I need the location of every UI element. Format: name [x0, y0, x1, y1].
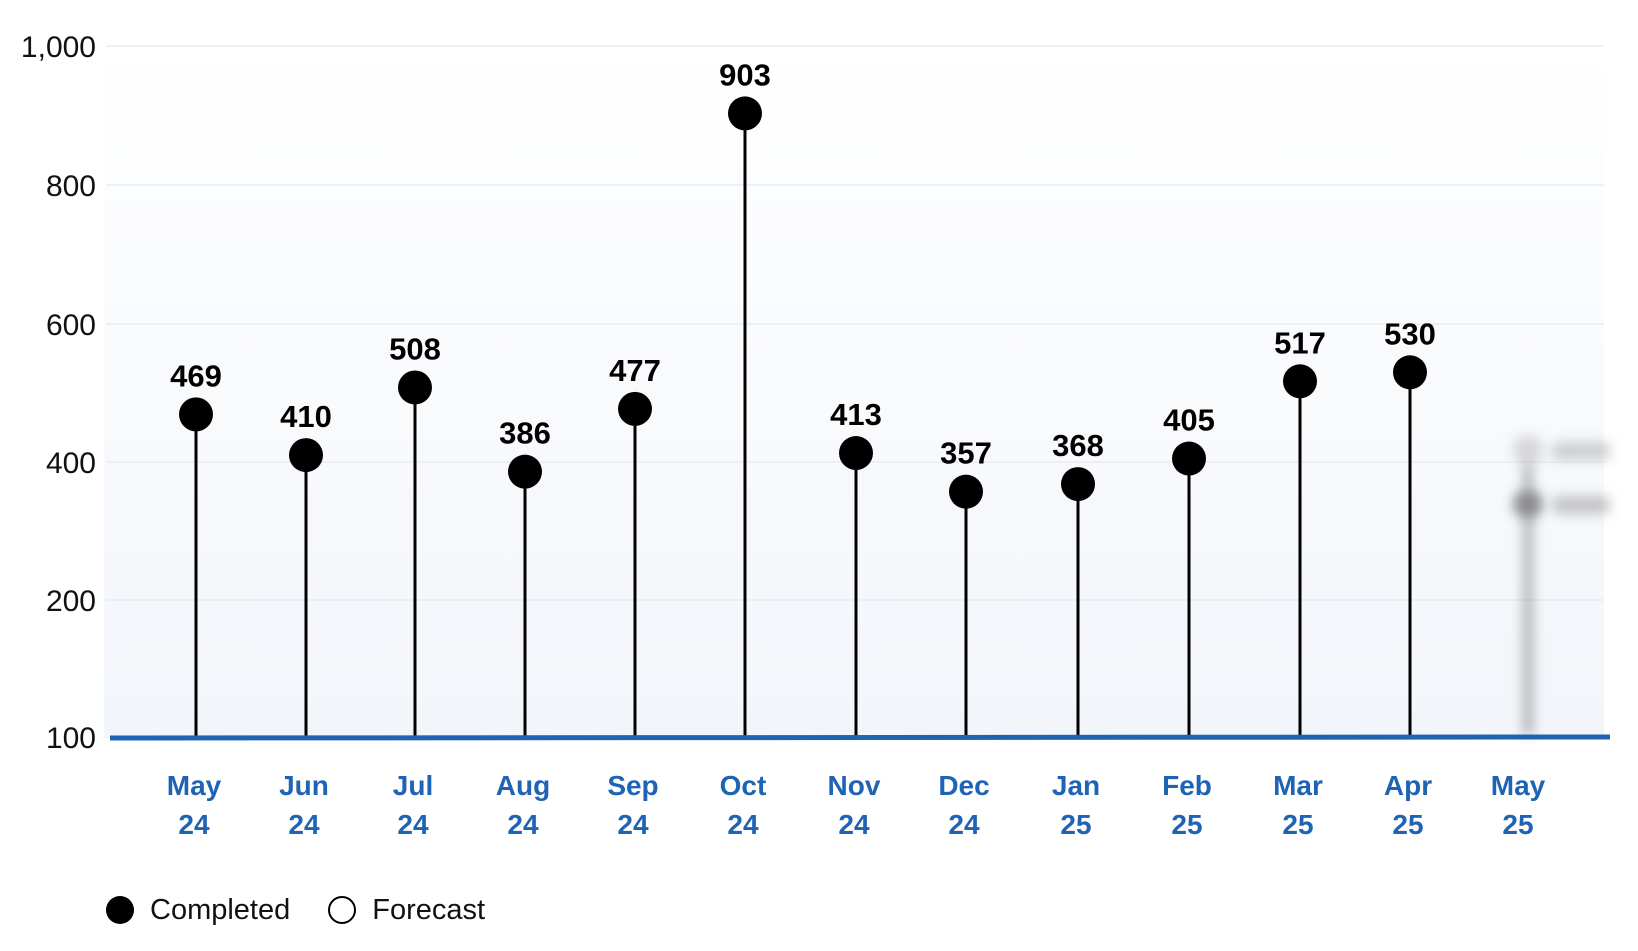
stems	[194, 113, 1412, 737]
legend: Completed Forecast	[106, 890, 523, 930]
x-tick-year: 24	[507, 809, 539, 840]
y-axis-ticks: 1,000 800 600 400 200 100	[21, 31, 96, 755]
data-point	[618, 391, 652, 426]
x-tick-month: Sep	[607, 770, 658, 801]
x-tick-month: Apr	[1384, 770, 1432, 801]
data-point	[508, 454, 542, 489]
y-tick-label: 400	[46, 447, 96, 480]
data-label: 405	[1163, 403, 1215, 438]
data-point	[728, 96, 762, 131]
x-axis-ticks: May 24 Jun 24 Jul 24 Aug 24 Sep 24 Oct 24 Nov 24 Dec 24…	[167, 770, 1546, 840]
data-point	[1172, 441, 1206, 476]
legend-label-forecast: Forecast	[372, 893, 486, 926]
data-point	[398, 370, 432, 405]
filled-circle-icon	[106, 896, 134, 924]
y-tick-label: 800	[46, 170, 96, 203]
data-label: 903	[719, 57, 771, 92]
x-tick-month: Jul	[393, 770, 433, 801]
y-tick-label: 200	[46, 585, 96, 618]
data-point	[179, 397, 213, 432]
x-tick-year: 24	[397, 809, 429, 840]
data-label: 413	[830, 397, 882, 432]
y-tick-label: 100	[46, 722, 96, 755]
data-point	[839, 436, 873, 471]
x-tick-month: Oct	[720, 770, 767, 801]
blurred-forecast-point	[1513, 435, 1610, 735]
data-label: 508	[389, 331, 441, 366]
data-label: 517	[1274, 325, 1326, 360]
x-tick-year: 25	[1282, 809, 1313, 840]
x-tick-year: 25	[1060, 809, 1091, 840]
x-tick-month: Jan	[1052, 770, 1100, 801]
data-label: 469	[170, 358, 222, 393]
data-label: 477	[609, 353, 661, 388]
data-point	[289, 438, 323, 473]
data-label: 368	[1052, 428, 1104, 463]
x-tick-month: May	[167, 770, 222, 801]
x-tick-year: 24	[727, 809, 759, 840]
data-label: 530	[1384, 316, 1436, 351]
x-tick-year: 25	[1502, 809, 1533, 840]
data-labels: 469 410 508 386 477 903 413 357 368 405 517 530	[170, 57, 1436, 470]
x-tick-month: Mar	[1273, 770, 1323, 801]
y-tick-label: 1,000	[21, 31, 96, 64]
data-label: 386	[499, 416, 551, 451]
plot-background	[104, 46, 1604, 738]
x-tick-month: Feb	[1162, 770, 1212, 801]
x-tick-year: 24	[948, 809, 980, 840]
data-point	[1283, 364, 1317, 399]
data-point	[1393, 355, 1427, 390]
y-tick-label: 600	[46, 309, 96, 342]
x-tick-year: 25	[1392, 809, 1423, 840]
legend-item-completed: Completed	[106, 894, 290, 927]
data-points	[179, 96, 1427, 509]
data-point	[949, 474, 983, 509]
x-tick-year: 24	[288, 809, 320, 840]
data-label: 357	[940, 436, 992, 471]
x-tick-month: Nov	[828, 770, 881, 801]
x-tick-month: Dec	[938, 770, 989, 801]
x-tick-month: Aug	[496, 770, 550, 801]
x-tick-year: 24	[617, 809, 649, 840]
legend-item-forecast: Forecast	[328, 894, 485, 927]
x-tick-month: Jun	[279, 770, 329, 801]
data-point	[1061, 467, 1095, 502]
data-label: 410	[280, 399, 332, 434]
x-tick-month: May	[1491, 770, 1546, 801]
x-tick-year: 24	[178, 809, 210, 840]
x-tick-year: 24	[838, 809, 870, 840]
x-axis-baseline	[109, 734, 1611, 741]
hollow-circle-icon	[328, 896, 357, 924]
x-tick-year: 25	[1171, 809, 1202, 840]
legend-label-completed: Completed	[150, 893, 291, 926]
